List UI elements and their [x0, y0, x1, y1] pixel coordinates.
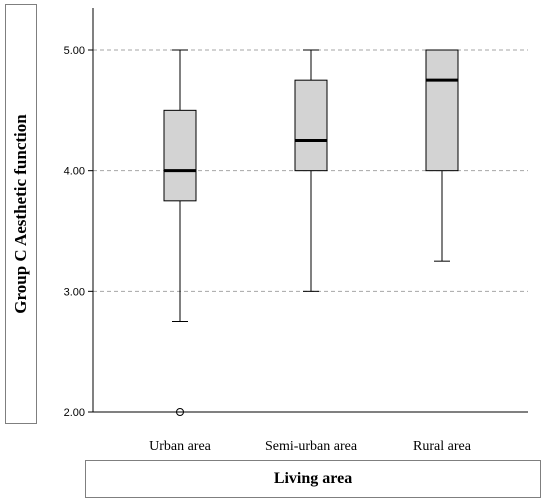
- axes: [88, 8, 528, 413]
- box-group: [425, 49, 459, 262]
- outlier-point: [176, 408, 184, 416]
- y-tick-label: 3.00: [64, 286, 85, 298]
- x-axis-title-box: Living area: [85, 460, 541, 498]
- y-tick-label: 4.00: [64, 166, 85, 178]
- iqr-box: [425, 49, 459, 172]
- x-category-label: Rural area: [413, 439, 472, 454]
- box-group: [294, 49, 328, 292]
- y-tick-labels: 2.00 3.00 4.00 5.00: [64, 45, 85, 419]
- iqr-box: [163, 109, 197, 202]
- y-axis-title: Group C Aesthetic function: [11, 114, 30, 314]
- y-tick-label: 5.00: [64, 45, 85, 57]
- x-category-label: Urban area: [149, 439, 212, 454]
- x-category-labels: Urban area Semi-urban area Rural area: [149, 439, 472, 454]
- box-group: [163, 49, 197, 416]
- iqr-box: [294, 79, 328, 172]
- y-axis-title-box: Group C Aesthetic function: [5, 4, 37, 424]
- x-category-label: Semi-urban area: [265, 439, 358, 454]
- x-axis-title: Living area: [273, 470, 353, 487]
- box-series: [163, 49, 459, 416]
- y-tick-label: 2.00: [64, 407, 85, 419]
